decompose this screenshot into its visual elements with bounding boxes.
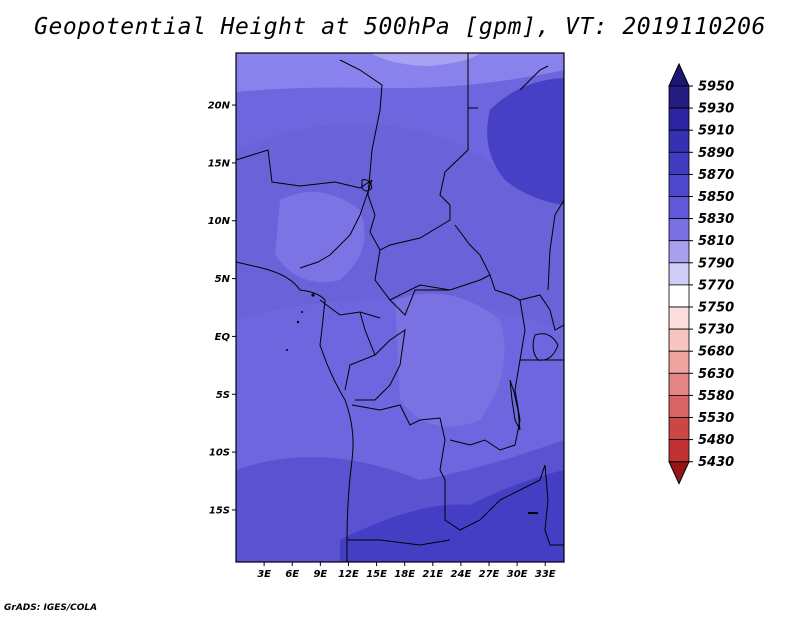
lon-tick-label: 33E xyxy=(535,569,556,580)
lon-tick-label: 24E xyxy=(451,569,472,580)
colorbar-level-label: 5480 xyxy=(698,433,734,448)
car-border xyxy=(374,224,491,301)
mozambique xyxy=(544,464,564,546)
drc-west xyxy=(355,328,406,401)
colorbar-bottom-cap xyxy=(668,461,690,485)
uganda-kenya xyxy=(519,294,564,331)
colorbar-swatch xyxy=(668,306,690,330)
colorbar-level-label: 5810 xyxy=(698,234,734,249)
longitude-axis: 3E 6E 9E 12E 15E 18E 21E 24E 27E 30E 33E xyxy=(257,562,556,580)
lat-tick-label: 15S xyxy=(209,505,230,516)
colorbar-level-label: 5910 xyxy=(698,124,734,139)
colorbar-swatch xyxy=(668,107,690,131)
niger-south xyxy=(236,149,373,189)
credit-label: GrADS: IGES/COLA xyxy=(4,603,98,613)
height-field-ne-high xyxy=(487,78,564,205)
lat-tick-label: 15N xyxy=(208,158,231,169)
height-field-gulf-light xyxy=(275,192,365,283)
height-field-north-light xyxy=(236,53,564,92)
colorbar-level-label: 5930 xyxy=(698,102,734,117)
colorbar-level-label: 5630 xyxy=(698,367,734,382)
drc-north xyxy=(389,289,450,316)
east-africa-coast xyxy=(547,199,564,291)
colorbar-level-label: 5870 xyxy=(698,168,734,183)
colorbar-level-label: 5580 xyxy=(698,389,734,404)
lat-tick-label: 10N xyxy=(208,216,231,227)
drc-east xyxy=(449,274,526,451)
colorbar-swatch xyxy=(668,85,690,109)
colorbar-swatch xyxy=(668,328,690,352)
lat-tick-label: 5S xyxy=(216,390,230,401)
map-title: Geopotential Height at 500hPa [gpm], VT:… xyxy=(34,14,766,40)
colorbar-swatch xyxy=(668,284,690,308)
angola-south xyxy=(347,539,451,546)
height-field-se-highest xyxy=(340,470,564,562)
colorbar-swatch xyxy=(668,394,690,418)
lon-tick-label: 3E xyxy=(257,569,271,580)
colorbar-swatch xyxy=(668,417,690,441)
lat-tick-label: EQ xyxy=(215,332,231,343)
colorbar-level-label: 5850 xyxy=(698,190,734,205)
map-frame xyxy=(235,52,565,563)
lake-mweru xyxy=(528,512,538,514)
lake-tanganyika xyxy=(509,379,521,431)
island-principe xyxy=(301,311,303,313)
colorbar-swatch xyxy=(668,196,690,220)
lon-tick-label: 15E xyxy=(366,569,387,580)
map-panel xyxy=(236,53,564,562)
lon-tick-label: 21E xyxy=(422,569,443,580)
lat-tick-label: 5N xyxy=(215,274,231,285)
nigeria-east xyxy=(299,179,373,269)
colorbar-level-label: 5770 xyxy=(698,278,734,293)
colorbar-level-label: 5730 xyxy=(698,323,734,338)
colorbar-swatch xyxy=(668,129,690,153)
colorbar-level-label: 5530 xyxy=(698,411,734,426)
lon-tick-label: 12E xyxy=(338,569,359,580)
latitude-axis: 20N 15N 10N 5N EQ 5S 10S 15S xyxy=(208,101,236,516)
angola-north xyxy=(351,404,446,471)
colorbar-swatch xyxy=(668,372,690,396)
height-field-north-lighter xyxy=(370,53,480,66)
lat-tick-label: 20N xyxy=(208,101,231,112)
west-coast xyxy=(236,261,354,562)
lon-tick-label: 27E xyxy=(479,569,500,580)
island-bioko xyxy=(311,293,315,297)
colorbar-swatch xyxy=(668,218,690,242)
colorbar-level-label: 5680 xyxy=(698,345,734,360)
island-annobon xyxy=(286,349,288,351)
colorbar-level-label: 5830 xyxy=(698,212,734,227)
colorbar-level-label: 5890 xyxy=(698,146,734,161)
colorbar-swatch xyxy=(668,173,690,197)
colorbar-level-label: 5430 xyxy=(698,455,734,470)
lon-tick-label: 6E xyxy=(285,569,299,580)
cameroon-gabon xyxy=(319,299,381,319)
colorbar-swatch xyxy=(668,240,690,264)
island-sao-tome xyxy=(296,320,300,324)
coastlines-and-borders xyxy=(236,53,564,562)
colorbar-swatch xyxy=(668,262,690,286)
colorbar-level-label: 5790 xyxy=(698,256,734,271)
colorbar-top-cap xyxy=(668,62,690,87)
colorbar-swatch xyxy=(668,439,690,463)
red-sea-coast xyxy=(519,65,549,91)
sudan-north xyxy=(439,108,469,206)
colorbar-level-label: 5750 xyxy=(698,301,734,316)
lon-tick-label: 9E xyxy=(313,569,327,580)
lake-victoria xyxy=(532,333,559,361)
colorbar-level-label: 5950 xyxy=(698,80,734,95)
lon-tick-label: 30E xyxy=(507,569,528,580)
coastal-islands xyxy=(286,293,538,514)
lon-tick-label: 18E xyxy=(394,569,415,580)
lake-chad xyxy=(361,179,373,192)
lat-tick-label: 10S xyxy=(209,448,230,459)
zambia-border xyxy=(439,464,546,531)
height-field-congo-light xyxy=(395,293,505,427)
libya-border xyxy=(339,59,383,151)
colorbar-swatch xyxy=(668,350,690,374)
colorbar-swatch xyxy=(668,151,690,175)
colorbar: 5950 5930 5910 5890 5870 5850 5830 5810 5790 5770… xyxy=(668,62,734,485)
